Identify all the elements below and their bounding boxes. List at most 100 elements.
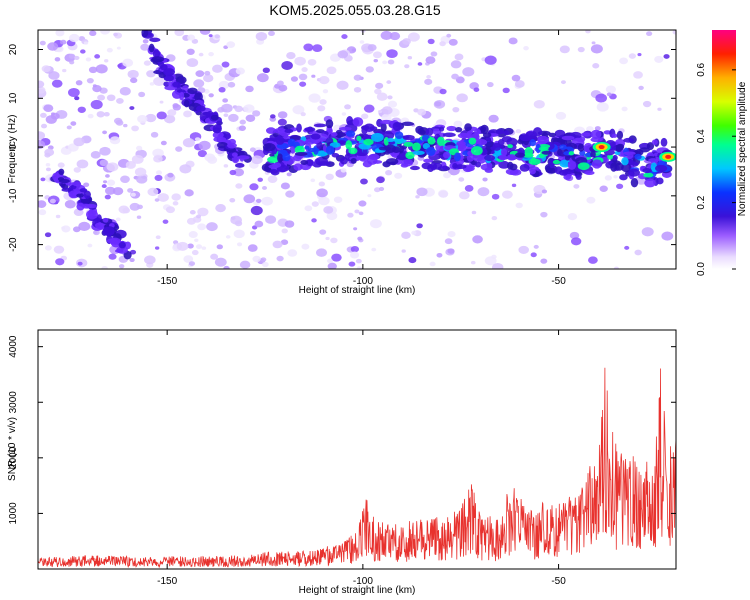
spectrogram-speckle (149, 82, 155, 86)
spectrogram-speckle (621, 106, 628, 112)
spectrogram-speckle (106, 162, 119, 172)
spectrogram-speckle (369, 219, 382, 229)
spectrogram-track-blob (275, 136, 285, 145)
spectrogram-track-blob (426, 146, 436, 156)
spectrogram-speckle (112, 187, 124, 196)
spectrogram-track-blob (363, 138, 374, 146)
spectrogram-speckle (448, 38, 458, 46)
spectrogram-speckle (188, 231, 198, 239)
spectrogram-track-blob (83, 190, 91, 199)
spectrogram-speckle (130, 77, 138, 84)
spectrogram-speckle (672, 30, 676, 35)
spectrogram-speckle (89, 30, 97, 37)
spectrogram-speckle (250, 230, 256, 236)
spectrogram-track-blob (348, 147, 358, 155)
snr-x-axis: -150 -100 -50 (157, 330, 566, 587)
spectrogram-track-blob (621, 163, 632, 173)
spectrogram-speckle (235, 183, 243, 189)
spectrogram-speckle (136, 175, 148, 184)
spectrogram-speckle (223, 164, 229, 168)
spectrogram-track-blob (380, 119, 393, 125)
spectrogram-speckle (270, 114, 276, 119)
spectrogram-speckle (194, 137, 201, 142)
spectrogram-speckle (394, 172, 403, 179)
spectrogram-track-blob (643, 172, 654, 178)
spectrogram-track-blob (623, 151, 636, 156)
spectrogram-speckle (317, 105, 326, 112)
spectrogram-speckle (533, 99, 545, 109)
spectrogram-speckle (292, 105, 305, 115)
spectrogram-track-blob (339, 126, 352, 131)
spectrogram-track-blob (538, 146, 549, 151)
spectrogram-speckle (281, 228, 288, 234)
spectrogram-track-blob (456, 140, 466, 147)
spectrogram-speckle (249, 147, 256, 152)
spectrogram-speckle (298, 73, 308, 81)
spectrogram-speckle (330, 237, 338, 244)
snr-x-tick-label: -50 (551, 576, 566, 587)
spectrogram-track-blob (548, 132, 557, 138)
spectrogram-speckle (38, 80, 45, 88)
spectrogram-track-blob (425, 127, 434, 136)
spectrogram-speckle (64, 200, 76, 209)
spectrogram-track-blob (306, 159, 314, 166)
spectrogram-speckle (57, 162, 65, 168)
spectrogram-track-blob (610, 162, 618, 172)
spectrogram-speckle (101, 184, 107, 189)
spectrogram-speckle (38, 131, 46, 140)
spectrogram-speckle (447, 231, 456, 238)
spectrogram-speckle (39, 40, 46, 46)
spectrogram-speckle (160, 140, 167, 146)
spectrogram-speckle (143, 60, 151, 66)
spectrogram-track-blob (88, 209, 94, 219)
spectrogram-speckle (195, 244, 203, 250)
spectrogram-track-blob (118, 241, 126, 249)
spectrogram-speckle (591, 41, 596, 45)
spectrogram-y-tick-label: -10 (8, 188, 19, 203)
spectrogram-speckle (188, 261, 196, 267)
spectrogram-track-blob (423, 158, 434, 163)
spectrogram-speckle (354, 209, 360, 214)
spectrogram-speckle (225, 235, 231, 239)
spectrogram-speckle (416, 187, 428, 197)
spectrogram-speckle (214, 257, 227, 267)
spectrogram-speckle (458, 177, 465, 182)
spectrogram-speckle (276, 80, 284, 86)
spectrogram-track-blob (392, 122, 401, 131)
spectrogram-speckle (361, 113, 369, 120)
spectrogram-track-blob (514, 152, 526, 158)
spectrogram-track-blob (470, 146, 483, 156)
colorbar-tick-label: 0.4 (696, 129, 707, 143)
spectrogram-speckle (333, 196, 343, 203)
spectrogram-speckle (165, 206, 175, 214)
spectrogram-speckle (140, 43, 150, 51)
spectrogram-speckle (184, 189, 194, 197)
spectrogram-speckle (152, 148, 164, 158)
spectrogram-speckle (260, 257, 267, 262)
spectrogram-speckle (245, 85, 254, 93)
spectrogram-speckle (234, 220, 243, 227)
spectrogram-x-axis: -150 -100 -50 (157, 30, 566, 287)
spectrogram-track-blob (558, 169, 568, 176)
spectrogram-track-blob (464, 123, 472, 132)
spectrogram-speckle (201, 246, 207, 250)
spectrogram-speckle (278, 84, 288, 92)
spectrogram-speckle (239, 260, 251, 269)
spectrogram-speckle (101, 265, 108, 269)
spectrogram-track-blob (265, 143, 272, 149)
spectrogram-y-tick-label: 10 (8, 92, 19, 104)
spectrogram-track-blob (628, 168, 641, 177)
spectrogram-speckle (197, 149, 207, 158)
spectrogram-speckle (311, 74, 316, 78)
spectrogram-speckle (375, 82, 384, 89)
spectrogram-speckle (373, 58, 378, 63)
spectrogram-track-blob (393, 137, 407, 144)
spectrogram-track-blob (559, 144, 567, 150)
spectrogram-track-blob (284, 129, 294, 134)
spectrogram-speckle (106, 94, 116, 102)
spectrogram-track-blob (519, 134, 532, 142)
spectrogram-speckle (319, 99, 327, 105)
spectrogram-track-blob (503, 130, 510, 136)
spectrogram-speckle (87, 243, 93, 248)
